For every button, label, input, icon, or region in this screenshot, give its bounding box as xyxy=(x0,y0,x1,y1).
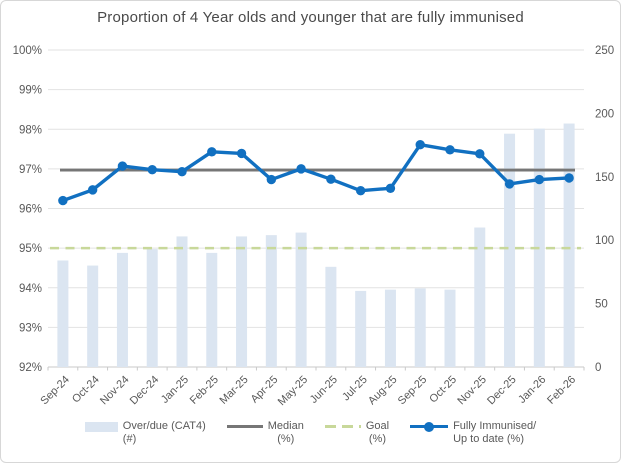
data-point-marker xyxy=(475,149,485,159)
marker-line-swatch-icon xyxy=(410,420,449,433)
bar xyxy=(146,249,158,367)
bar xyxy=(504,133,516,367)
data-point-marker xyxy=(117,161,128,171)
data-point-marker xyxy=(207,147,217,157)
y-axis-right-label: 50 xyxy=(595,299,608,311)
x-axis-label: Oct-24 xyxy=(70,374,102,406)
data-point-marker xyxy=(326,174,336,184)
y-axis-right-label: 150 xyxy=(595,172,614,184)
bar xyxy=(57,260,69,367)
median-line-swatch-icon xyxy=(226,425,263,428)
bar xyxy=(265,235,277,367)
legend-label-line2: (%) xyxy=(368,433,386,445)
bar xyxy=(236,236,248,367)
y-axis-left-label: 99% xyxy=(19,85,42,97)
y-axis-left-label: 100% xyxy=(13,45,42,57)
y-axis-left-label: 98% xyxy=(19,124,42,136)
x-axis-label: Nov-25 xyxy=(455,374,489,408)
y-axis-right-label: 200 xyxy=(595,108,614,120)
x-axis-label: Aug-25 xyxy=(366,374,400,408)
data-point-marker xyxy=(147,164,157,175)
bar xyxy=(563,123,575,367)
data-point-marker xyxy=(504,179,515,189)
legend-entry-goal: Goal (%) xyxy=(324,420,389,446)
legend-label-line2: Up to date (%) xyxy=(453,433,524,445)
data-point-marker xyxy=(236,148,247,159)
data-point-marker xyxy=(445,145,455,155)
bar xyxy=(295,232,307,367)
bar-series xyxy=(57,123,575,367)
y-axis-right-labels: 250 200 150 100 50 0 xyxy=(595,45,614,374)
trend-line xyxy=(61,143,571,203)
data-point-marker xyxy=(534,174,545,185)
y-axis-left-label: 95% xyxy=(19,243,42,255)
gridlines xyxy=(48,49,584,328)
trend-markers xyxy=(58,140,574,206)
x-axis-label: Oct-25 xyxy=(427,374,459,406)
x-axis-ticks xyxy=(47,367,585,371)
plot-area: 100% 99% 98% 97% 96% 95% 94% 93% 92% 250 200 150 100… xyxy=(13,45,615,408)
y-axis-right-label: 0 xyxy=(595,362,601,374)
x-axis-label: Dec-24 xyxy=(128,374,162,408)
x-axis-label: Mar-25 xyxy=(218,374,251,407)
y-axis-left-labels: 100% 99% 98% 97% 96% 95% 94% 93% 92% xyxy=(13,45,42,374)
bar xyxy=(414,288,426,367)
x-axis-label: Sep-25 xyxy=(396,374,430,408)
legend-entry-overdue: Over/due (CAT4) (#) xyxy=(84,420,206,446)
legend-label: Median (%) xyxy=(268,420,304,446)
x-axis-label: Jan-25 xyxy=(159,374,191,406)
legend-label: Fully Immunised/ Up to date (%) xyxy=(453,420,536,446)
data-point-marker xyxy=(177,166,187,177)
bar xyxy=(384,289,396,367)
x-axis-label: Jan-26 xyxy=(516,374,548,406)
legend-label: Over/due (CAT4) (#) xyxy=(123,420,206,446)
data-point-marker xyxy=(296,164,306,174)
legend-label-line2: (%) xyxy=(277,433,295,445)
y-axis-right-label: 250 xyxy=(595,45,614,57)
x-axis-label: Feb-26 xyxy=(545,374,578,407)
y-axis-right-label: 100 xyxy=(595,235,614,247)
y-axis-left-label: 97% xyxy=(19,164,42,176)
x-axis-label: Sep-24 xyxy=(38,374,72,408)
x-axis-label: Feb-25 xyxy=(188,374,221,407)
x-axis-label: May-25 xyxy=(276,374,310,408)
x-axis-label: Jun-25 xyxy=(308,374,340,406)
bar xyxy=(474,227,486,367)
legend-entry-median: Median (%) xyxy=(226,420,304,446)
bar xyxy=(176,236,188,367)
y-axis-left-label: 96% xyxy=(19,204,42,216)
legend-label-line1: Fully Immunised/ xyxy=(453,420,537,432)
legend-label: Goal (%) xyxy=(366,420,389,446)
chart-legend: Over/due (CAT4) (#) Median (%) Goal (%) … xyxy=(1,420,620,446)
bar xyxy=(355,290,367,367)
bar xyxy=(325,266,337,367)
bar-swatch-icon xyxy=(84,422,118,432)
chart-title: Proportion of 4 Year olds and younger th… xyxy=(97,9,524,26)
legend-label-line1: Over/due (CAT4) xyxy=(122,420,206,432)
bar xyxy=(116,252,128,367)
bar xyxy=(206,252,218,367)
legend-label-line1: Median xyxy=(267,420,304,432)
legend-entry-fully-immunised: Fully Immunised/ Up to date (%) xyxy=(410,420,536,446)
goal-dashed-swatch-icon xyxy=(324,425,361,428)
x-axis-labels: Sep-24Oct-24Nov-24Dec-24Jan-25Feb-25Mar-… xyxy=(38,374,578,408)
y-axis-left-label: 94% xyxy=(19,283,42,295)
bar xyxy=(87,265,99,367)
x-axis-label: Nov-24 xyxy=(98,374,132,408)
y-axis-left-label: 93% xyxy=(19,322,42,334)
legend-label-line1: Goal xyxy=(365,420,390,432)
x-axis-label: Dec-25 xyxy=(485,374,519,408)
data-point-marker xyxy=(355,185,366,196)
data-point-marker xyxy=(87,185,98,195)
data-point-marker xyxy=(385,183,396,193)
y-axis-left-label: 92% xyxy=(19,362,42,374)
bar xyxy=(444,289,456,367)
data-point-marker xyxy=(564,173,574,183)
data-point-marker xyxy=(58,195,68,206)
data-point-marker xyxy=(266,174,277,185)
legend-label-line2: (#) xyxy=(122,433,137,445)
data-point-marker xyxy=(415,140,425,150)
